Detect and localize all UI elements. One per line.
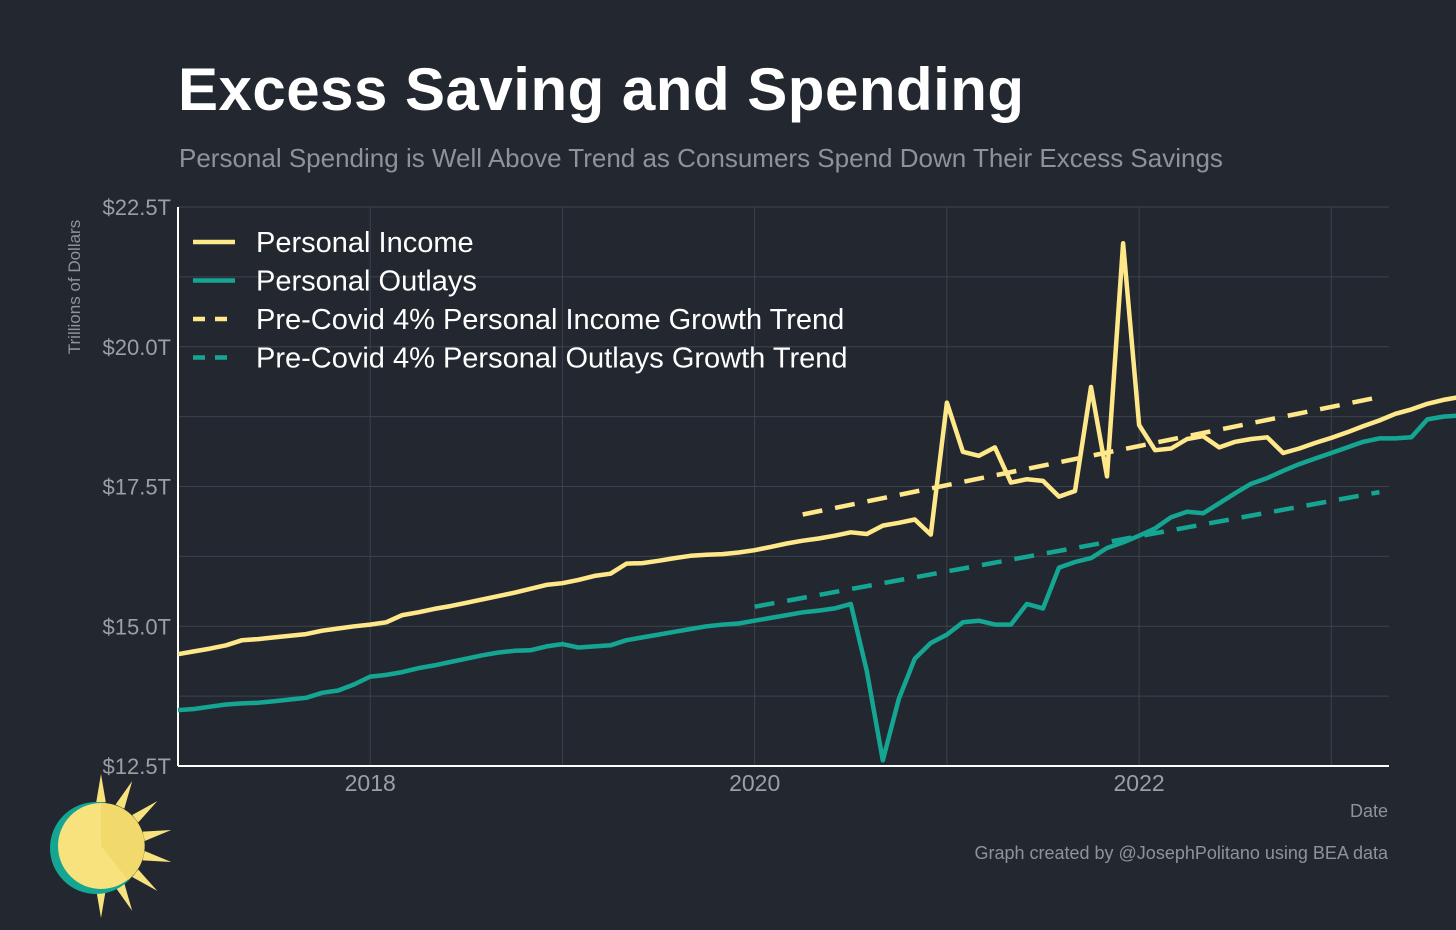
legend-item: Pre-Covid 4% Personal Outlays Growth Tre… (193, 343, 848, 375)
legend-label: Personal Income (256, 227, 474, 259)
x-tick-label: 2022 (1114, 770, 1165, 796)
series-line-0 (177, 241, 1456, 657)
legend-label: Pre-Covid 4% Personal Income Growth Tren… (256, 304, 844, 336)
x-tick-label: 2020 (729, 770, 780, 796)
series-line-3 (754, 489, 1380, 609)
legend-item: Personal Income (193, 227, 474, 259)
series-line-1 (177, 413, 1456, 763)
credit-text: Graph created by @JosephPolitano using B… (974, 843, 1389, 863)
series-line-2 (802, 394, 1380, 517)
legend-item: Personal Outlays (193, 266, 477, 298)
y-axis-label: Trillions of Dollars (65, 220, 84, 354)
y-tick-label: $17.5T (103, 475, 172, 500)
axes (177, 207, 1389, 767)
sun-logo-icon (50, 774, 172, 918)
y-tick-labels: $12.5T $15.0T $17.5T $20.0T $22.5T (103, 195, 172, 779)
y-tick-label: $22.5T (103, 195, 172, 220)
x-axis-label: Date (1350, 801, 1388, 821)
x-tick-label: 2018 (345, 770, 396, 796)
legend-item: Pre-Covid 4% Personal Income Growth Tren… (193, 304, 844, 336)
y-tick-label: $15.0T (103, 614, 172, 639)
x-tick-labels: 2018 2020 2022 (345, 770, 1165, 796)
legend-label: Personal Outlays (256, 266, 477, 298)
y-tick-label: $12.5T (103, 754, 172, 779)
series-lines (177, 241, 1456, 763)
gridlines (178, 206, 1389, 767)
page-title: Excess Saving and Spending (178, 56, 1025, 123)
legend-label: Pre-Covid 4% Personal Outlays Growth Tre… (256, 343, 848, 375)
y-tick-label: $20.0T (103, 335, 172, 360)
page-subtitle: Personal Spending is Well Above Trend as… (179, 143, 1223, 173)
legend: Personal Income Personal Outlays Pre-Covid… (193, 227, 848, 375)
